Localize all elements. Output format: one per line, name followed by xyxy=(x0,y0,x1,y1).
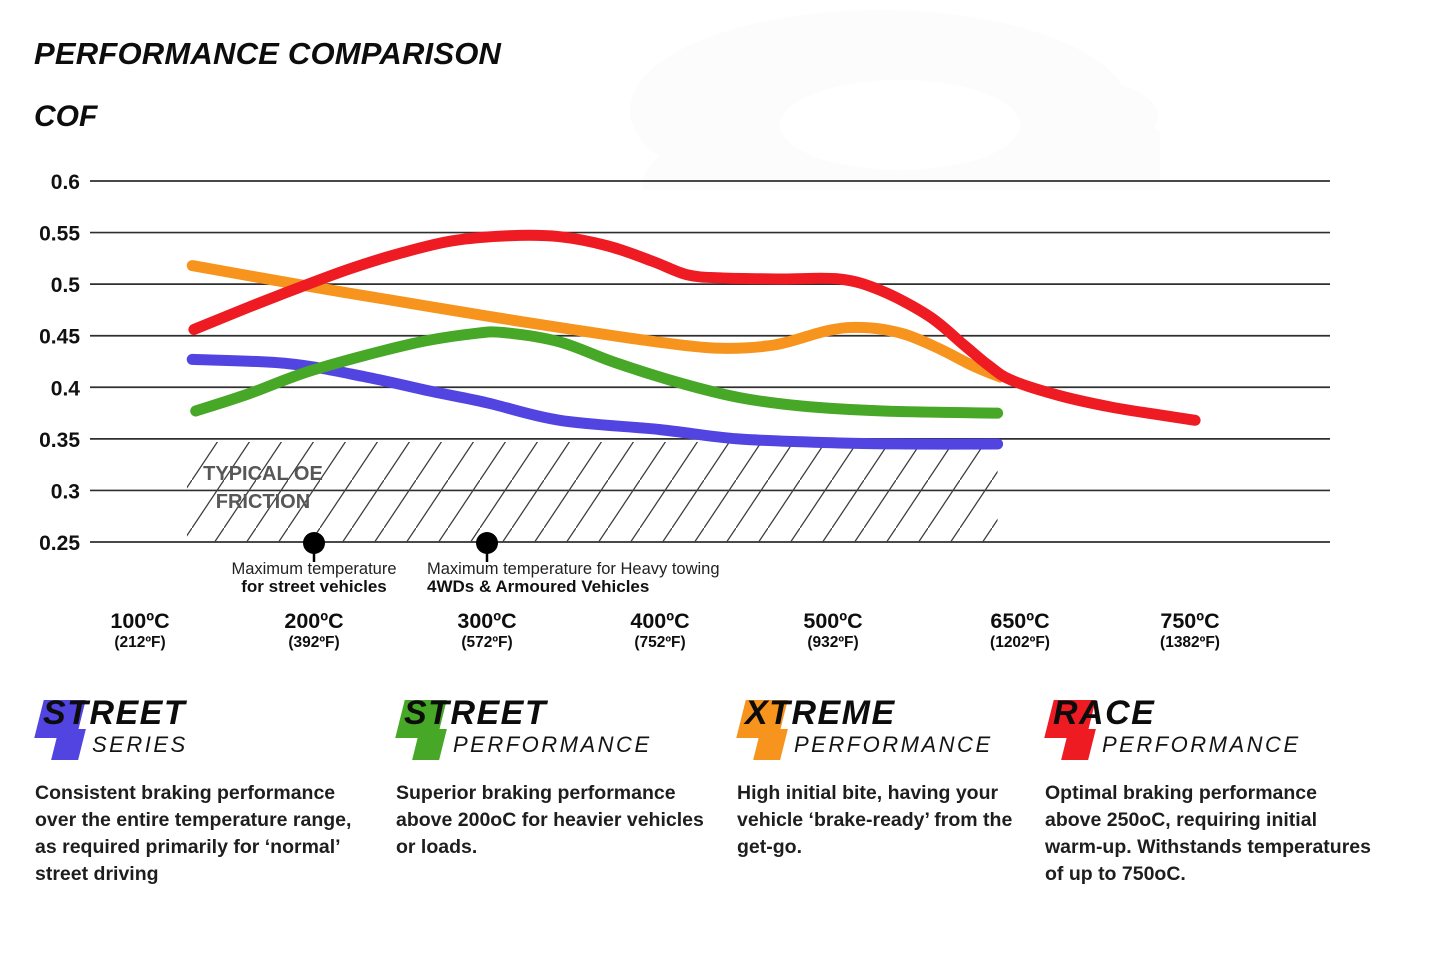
legend-item-race-performance: RACE PERFORMANCE Optimal braking perform… xyxy=(1044,694,1377,888)
marker-label-line2: for street vehicles xyxy=(241,577,387,596)
x-tick-label: 650ºC(1202ºF) xyxy=(990,609,1050,651)
series-line-xtreme-performance xyxy=(186,260,1006,383)
series-line-street-performance xyxy=(190,326,1004,419)
x-tick-label: 500ºC(932ºF) xyxy=(803,609,862,651)
logo-word-primary: STREET xyxy=(404,694,548,732)
logo-word-primary: XTREME xyxy=(745,694,896,732)
cof-chart: 0.6 0.55 0.5 0.45 0.4 0.35 0.3 0.25 TYPICAL OE FR… xyxy=(39,171,1330,651)
marker-label-line2: 4WDs & Armoured Vehicles xyxy=(427,577,649,596)
svg-text:300ºC: 300ºC xyxy=(457,609,516,633)
svg-text:(1202ºF): (1202ºF) xyxy=(990,634,1050,651)
oe-band-label-line2: FRICTION xyxy=(216,491,310,513)
x-tick-label: 200ºC(392ºF) xyxy=(284,609,343,651)
svg-text:(932ºF): (932ºF) xyxy=(807,634,858,651)
oe-band-label-line1: TYPICAL OE xyxy=(203,463,323,485)
y-tick-label: 0.4 xyxy=(51,377,81,400)
y-tick-label: 0.5 xyxy=(51,274,81,297)
legend-description: High initial bite, having your vehicle ‘… xyxy=(737,782,1013,858)
xtreme-performance-logo: XTREME PERFORMANCE xyxy=(736,694,1017,768)
logo-word-primary: RACE xyxy=(1053,694,1156,732)
y-tick-label: 0.55 xyxy=(39,223,80,246)
x-tick-label: 300ºC(572ºF) xyxy=(457,609,516,651)
street-series-logo: STREET SERIES xyxy=(34,694,367,768)
x-tick-label: 400ºC(752ºF) xyxy=(630,609,689,651)
logo-word-primary: STREET xyxy=(43,694,187,732)
svg-text:(752ºF): (752ºF) xyxy=(634,634,685,651)
logo-word-secondary: SERIES xyxy=(92,732,188,757)
legend-item-xtreme-performance: XTREME PERFORMANCE High initial bite, ha… xyxy=(736,694,1017,861)
legend-description: Superior braking performance above 200oC… xyxy=(396,782,704,858)
svg-text:(392ºF): (392ºF) xyxy=(288,634,339,651)
race-performance-logo: RACE PERFORMANCE xyxy=(1044,694,1377,768)
svg-text:(1382ºF): (1382ºF) xyxy=(1160,634,1220,651)
typical-oe-friction-band xyxy=(186,441,998,542)
svg-text:500ºC: 500ºC xyxy=(803,609,862,633)
legend-description: Optimal braking performance above 250oC,… xyxy=(1045,782,1371,885)
x-tick-label: 100ºC(212ºF) xyxy=(110,609,169,651)
logo-word-secondary: PERFORMANCE xyxy=(1102,732,1301,757)
svg-text:100ºC: 100ºC xyxy=(110,609,169,633)
legend-item-street-performance: STREET PERFORMANCE Superior braking perf… xyxy=(395,694,718,861)
y-axis-title: COF xyxy=(34,100,98,133)
legend-description: Consistent braking performance over the … xyxy=(35,782,352,885)
y-tick-label: 0.25 xyxy=(39,532,80,555)
svg-text:(572ºF): (572ºF) xyxy=(461,634,512,651)
logo-word-secondary: PERFORMANCE xyxy=(794,732,993,757)
svg-text:200ºC: 200ºC xyxy=(284,609,343,633)
y-tick-label: 0.3 xyxy=(51,480,80,503)
svg-text:650ºC: 650ºC xyxy=(990,609,1049,633)
max-temperature-marker: Maximum temperature for Heavy towing4WDs… xyxy=(427,532,720,596)
y-tick-label: 0.45 xyxy=(39,326,80,349)
y-tick-label: 0.6 xyxy=(51,171,80,194)
street-performance-logo: STREET PERFORMANCE xyxy=(395,694,718,768)
svg-text:(212ºF): (212ºF) xyxy=(114,634,165,651)
marker-label-line1: Maximum temperature xyxy=(231,560,396,578)
y-tick-label: 0.35 xyxy=(39,429,80,452)
svg-text:750ºC: 750ºC xyxy=(1160,609,1219,633)
marker-label-line1: Maximum temperature for Heavy towing xyxy=(427,560,720,578)
logo-word-secondary: PERFORMANCE xyxy=(453,732,652,757)
page-title: PERFORMANCE COMPARISON xyxy=(34,36,502,71)
series-line-street-series xyxy=(186,353,1004,450)
x-tick-label: 750ºC(1382ºF) xyxy=(1160,609,1220,651)
legend-item-street-series: STREET SERIES Consistent braking perform… xyxy=(34,694,367,888)
series-line-race-performance xyxy=(188,229,1201,426)
svg-text:400ºC: 400ºC xyxy=(630,609,689,633)
